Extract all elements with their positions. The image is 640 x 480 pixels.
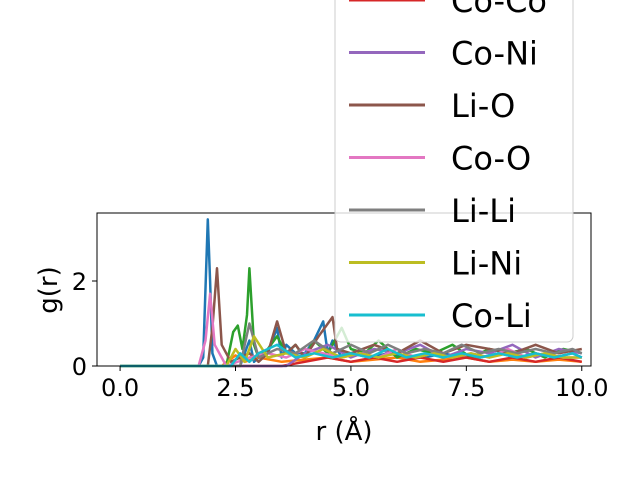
series-line-li-o — [120, 267, 583, 368]
y-tick-label: 2 — [72, 268, 87, 296]
x-tick-label: 2.5 — [216, 374, 254, 402]
legend-items: Co-Co Co-Ni Li-O Co-O Li-Li Li-Ni Co-Li — [349, 0, 547, 335]
y-tick-label: 0 — [72, 353, 87, 381]
legend-box — [334, 0, 574, 343]
legend-label-co-co: Co-Co — [451, 0, 547, 20]
y-axis-label: g(r) — [34, 266, 64, 313]
series-line-li-li — [120, 322, 583, 368]
x-axis-label: r (Å) — [315, 415, 372, 447]
x-tick-label: 10.0 — [555, 374, 608, 402]
x-tick-label: 5.0 — [332, 374, 370, 402]
series-layer — [120, 218, 583, 368]
legend-label-li-ni: Li-Ni — [451, 245, 522, 283]
legend: Co-Co Co-Ni Li-O Co-O Li-Li Li-Ni Co-Li — [334, 0, 574, 343]
legend-label-li-o: Li-O — [451, 87, 515, 125]
x-tick-label: 0.0 — [101, 374, 139, 402]
legend-label-li-li: Li-Li — [451, 192, 516, 230]
series-line-co-li — [120, 343, 583, 368]
x-axis: 0.0 2.5 5.0 7.5 10.0 — [101, 366, 608, 402]
y-axis: 02 — [72, 268, 97, 381]
x-tick-label: 7.5 — [447, 374, 485, 402]
legend-label-co-ni: Co-Ni — [451, 35, 538, 73]
legend-label-co-o: Co-O — [451, 140, 531, 178]
series-line-li-ni — [120, 335, 582, 368]
legend-label-co-li: Co-Li — [451, 297, 532, 335]
